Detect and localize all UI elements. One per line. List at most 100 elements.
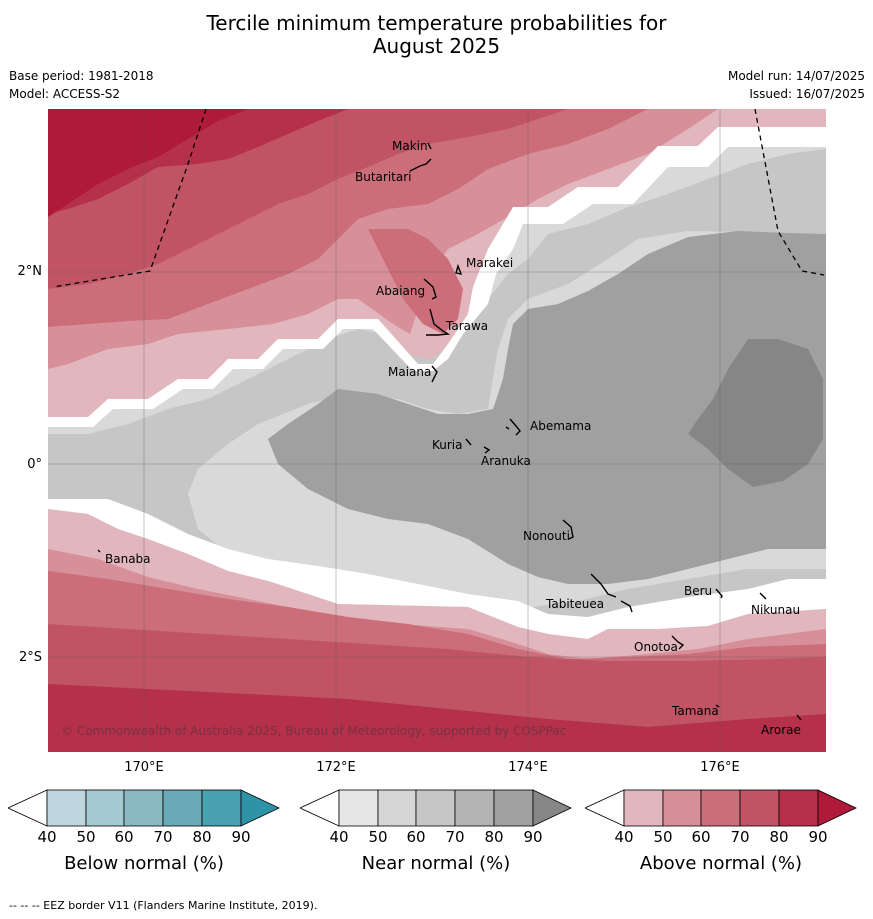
copyright-notice: © Commonwealth of Australia 2025, Bureau… [61,724,567,738]
cb-below-swatch-0 [7,789,48,827]
cb-near-swatch-4 [454,789,495,827]
contour-above-90 [48,109,248,217]
chart-title: Tercile minimum temperature probabilitie… [0,12,873,58]
cb-above-tick: 70 [730,828,750,846]
contour-white-south [48,499,826,639]
cb-near-swatch-2 [377,789,417,827]
island-label-nonouti: Nonouti [523,529,570,543]
issued-date: Issued: 16/07/2025 [749,87,865,101]
cb-below-tick: 80 [192,828,212,846]
grid-lines [48,109,826,752]
meta-right: Model run: 14/07/2025 Issued: 16/07/2025 [728,67,865,103]
island-label-tabiteuea: Tabiteuea [546,597,605,611]
cb-above-swatch-0 [584,789,625,827]
onotoa-island [671,635,685,650]
cb-near-swatch-1 [338,789,379,827]
contour-white-north [48,127,826,427]
cb-near-tick: 60 [406,828,426,846]
butaritari-island [409,158,432,172]
cb-near-tick: 90 [523,828,543,846]
cb-near-swatch-0 [299,789,340,827]
cb-below-title: Below normal (%) [64,853,224,874]
island-outlines [97,142,802,721]
cb-above-tick: 40 [614,828,634,846]
kuria-island [465,438,491,454]
makin-island [427,142,432,150]
colorbar-near-normal [299,789,572,831]
cb-above-swatch-4 [739,789,780,827]
footnote-eez: -- -- -- EEZ border V11 (Flanders Marine… [9,899,318,912]
lon-label-174e: 174°E [508,760,548,775]
island-label-arorae: Arorae [761,723,801,737]
contour-near-80 [688,339,823,487]
cb-near-swatch-6 [532,789,572,827]
contour-above-south-80 [48,684,826,752]
island-label-nikunau: Nikunau [751,603,801,617]
nikunau-island [759,592,767,600]
colorbar-above-svg [584,789,857,827]
arorae-island [796,714,802,721]
abemama-island [505,418,521,436]
island-label-makin: Makin [392,139,428,153]
banaba-island [97,549,101,553]
model-name: Model: ACCESS-S2 [9,87,121,101]
cb-near-tick: 70 [445,828,465,846]
tamana-island [715,704,720,708]
island-label-maiana: Maiana [388,365,432,379]
cb-above-tick: 90 [808,828,828,846]
lat-label-2s: 2°S [18,650,42,665]
map-svg [48,109,826,752]
title-line-1: Tercile minimum temperature probabilitie… [206,11,667,35]
cb-below-tick: 40 [37,828,57,846]
island-label-banaba: Banaba [105,552,151,566]
probability-map [48,109,826,752]
island-label-beru: Beru [684,584,713,598]
colorbar-near-svg [299,789,572,827]
lat-label-0: 0° [27,457,42,472]
cb-above-swatch-6 [817,789,857,827]
lat-label-2n: 2°N [17,264,43,279]
base-period: Base period: 1981-2018 [9,69,154,83]
cb-above-swatch-2 [662,789,702,827]
eez-borders [52,109,825,288]
lon-label-176e: 176°E [700,760,740,775]
cb-above-swatch-5 [778,789,819,827]
cb-below-swatch-5 [201,789,242,827]
meta-left: Base period: 1981-2018 Model: ACCESS-S2 [9,67,154,103]
cb-near-swatch-3 [415,789,456,827]
cb-near-tick: 40 [329,828,349,846]
cb-near-swatch-5 [493,789,534,827]
cb-below-swatch-4 [162,789,203,827]
island-label-abaiang: Abaiang [376,284,426,298]
title-line-2: August 2025 [372,34,501,58]
cb-below-tick: 90 [231,828,251,846]
beru-island [715,588,723,599]
model-run: Model run: 14/07/2025 [727,69,865,83]
island-label-onotoa: Onotoa [634,640,678,654]
island-label-aranuka: Aranuka [481,454,531,468]
abaiang-island [423,278,437,300]
cb-near-tick: 80 [484,828,504,846]
cb-near-title: Near normal (%) [361,853,511,874]
island-label-tamana: Tamana [672,704,719,718]
cb-near-tick: 50 [368,828,388,846]
cb-above-tick: 50 [653,828,673,846]
nonouti-island [562,519,574,540]
cb-below-tick: 70 [153,828,173,846]
island-label-marakei: Marakei [466,256,514,270]
colorbar-below-normal [7,789,280,831]
lon-label-170e: 170°E [124,760,164,775]
cb-below-swatch-1 [46,789,87,827]
colorbar-below-svg [7,789,280,827]
cb-below-tick: 50 [76,828,96,846]
contour-near-70 [268,231,826,584]
island-label-kuria: Kuria [432,438,463,452]
cb-above-tick: 80 [769,828,789,846]
cb-above-swatch-1 [623,789,664,827]
cb-above-tick: 60 [691,828,711,846]
lon-label-172e: 172°E [316,760,356,775]
cb-below-tick: 60 [114,828,134,846]
cb-below-swatch-3 [123,789,164,827]
cb-above-swatch-3 [700,789,741,827]
maiana-island [431,365,438,383]
